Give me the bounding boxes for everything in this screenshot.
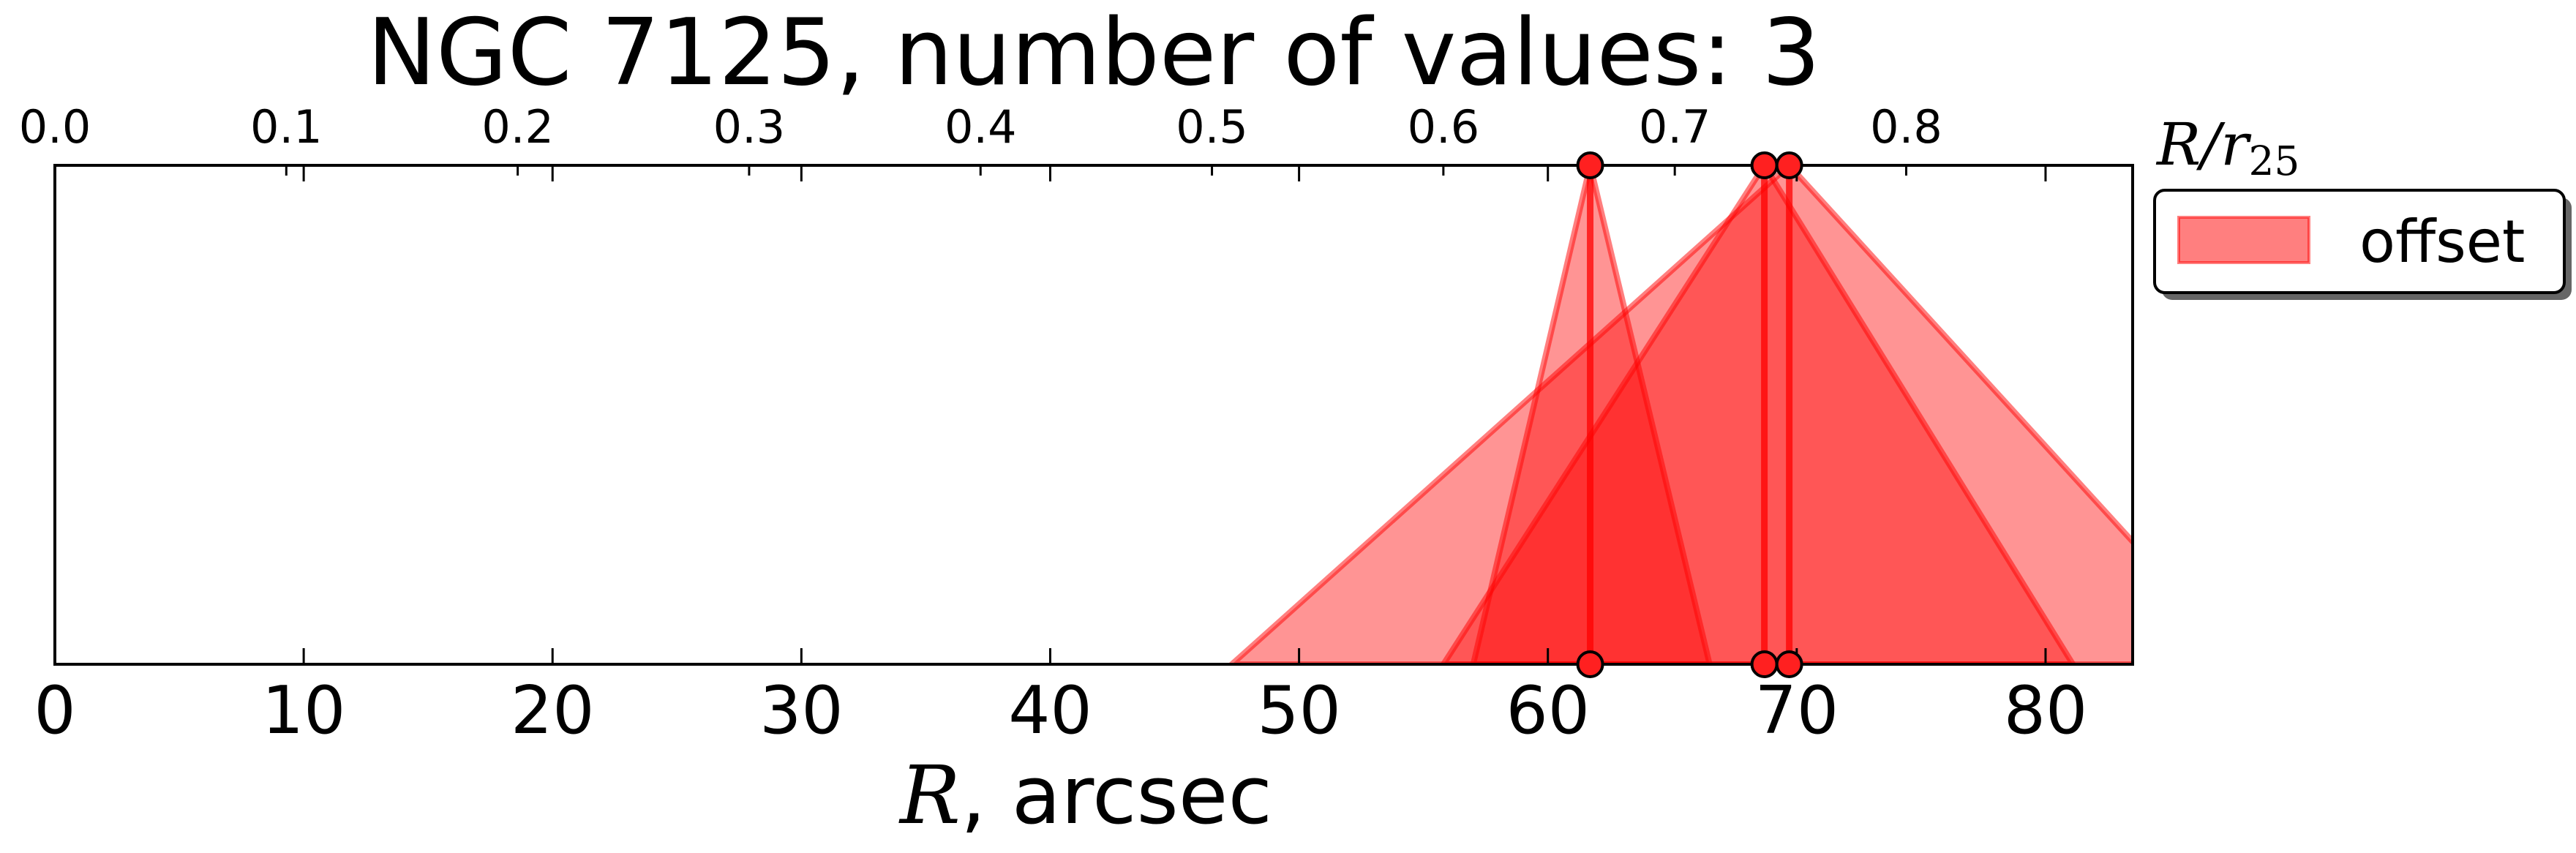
bottom-axis: 0 10 20 30 40 50 60 70 80	[34, 165, 2087, 749]
top-axis-tick-label-4: 0.4	[945, 100, 1017, 154]
bottom-tick-label-6: 60	[1506, 672, 1590, 749]
plot-area	[1227, 165, 2133, 664]
x-axis-label: R, arcsec	[898, 748, 1272, 842]
bottom-tick-label-1: 10	[262, 672, 346, 749]
offset-marker-bottom-0	[1576, 650, 1604, 678]
chart-title: NGC 7125, number of values: 3	[367, 0, 1820, 106]
bottom-tick-label-5: 50	[1257, 672, 1341, 749]
top-axis-tick-label-1: 0.1	[250, 100, 323, 154]
bottom-tick-label-2: 20	[511, 672, 595, 749]
top-axis-tick-label-0: 0.0	[19, 100, 91, 154]
bottom-tick-label-7: 70	[1755, 672, 1839, 749]
top-axis-label: R/r25	[2155, 110, 2299, 184]
plot-frame	[53, 164, 2134, 666]
offset-marker-top-1	[1750, 151, 1779, 179]
legend-swatch	[2177, 216, 2310, 264]
bottom-tick-label-0: 0	[34, 672, 75, 749]
offset-marker-bottom-2	[1775, 650, 1803, 678]
top-axis-tick-label-8: 0.8	[1870, 100, 1942, 154]
top-axis-tick-label-3: 0.3	[713, 100, 786, 154]
legend-label: offset	[2359, 208, 2525, 276]
legend: offset	[2153, 189, 2572, 300]
top-axis: 0.0 0.1 0.2 0.3 0.4 0.5 0.6 0.7 0.8	[19, 100, 1942, 176]
bottom-tick-label-3: 30	[759, 672, 844, 749]
top-axis-label-subscript: 25	[2248, 138, 2299, 184]
top-axis-tick-label-2: 0.2	[481, 100, 554, 154]
offset-marker-top-0	[1576, 151, 1604, 179]
offset-triangle-1	[1440, 165, 2077, 664]
top-axis-tick-label-6: 0.6	[1408, 100, 1480, 154]
bottom-tick-label-4: 40	[1008, 672, 1092, 749]
x-axis-label-unit: , arcsec	[961, 748, 1272, 842]
x-axis-label-symbol: R	[898, 748, 961, 842]
top-axis-tick-label-5: 0.5	[1176, 100, 1248, 154]
top-axis-tick-label-7: 0.7	[1639, 100, 1711, 154]
bottom-tick-label-8: 80	[2004, 672, 2088, 749]
offset-marker-top-2	[1775, 151, 1803, 179]
top-axis-label-base: R/r	[2155, 110, 2252, 179]
offset-triangle-2	[1227, 165, 2133, 664]
offset-marker-bottom-1	[1750, 650, 1779, 678]
